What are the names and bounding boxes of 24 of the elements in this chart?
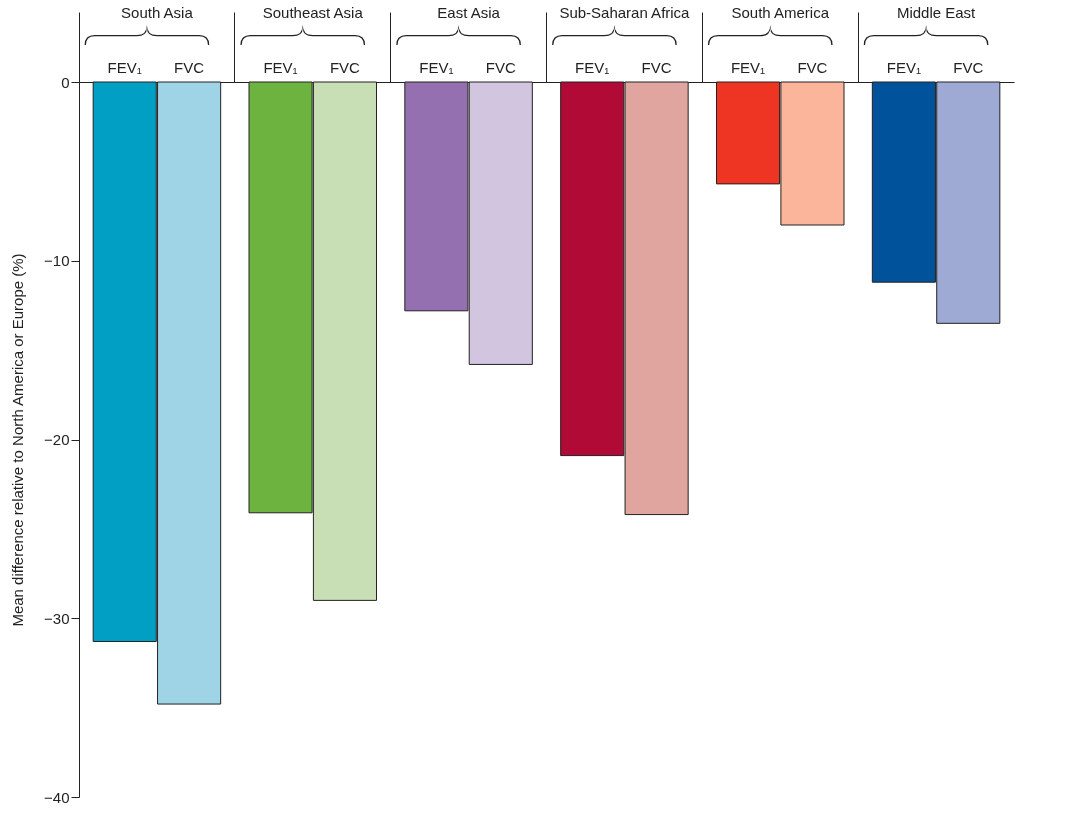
text: FEV₁ (730, 59, 766, 76)
text: FEV₁ (886, 59, 921, 76)
text: FVC (797, 59, 828, 76)
y-tick-label: −20 (44, 431, 70, 448)
y-tick-label: −40 (44, 788, 70, 806)
text: FEV₁ (263, 59, 298, 76)
x-tick-label: Sub-Saharan Africa (559, 3, 691, 21)
x-tick-label: East Asia (437, 3, 501, 21)
text: FVC (485, 59, 516, 76)
text: FVC (953, 59, 984, 76)
y-tick-label: −30 (44, 609, 70, 627)
text: FEV₁ (575, 59, 610, 76)
x-tick-label: South Asia (121, 3, 194, 21)
x-tick-label: Southeast Asia (262, 3, 364, 21)
y-axis-title: Mean difference relative to North America or Europe (%) (9, 253, 27, 627)
series-label: FVC (174, 59, 205, 76)
y-tick-label: −10 (44, 252, 70, 270)
series-label: FEV₁ (107, 59, 142, 76)
text: FEV₁ (419, 59, 454, 76)
y-tick-label: 0 (61, 73, 70, 91)
text: FVC (641, 59, 672, 76)
text: FVC (329, 59, 360, 76)
x-tick-label: Middle East (896, 3, 977, 21)
x-tick-label: South America (731, 3, 830, 21)
